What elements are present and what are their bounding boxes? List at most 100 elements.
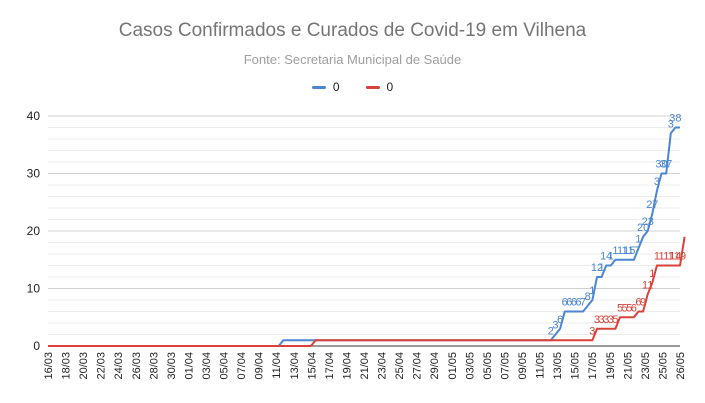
data-label: 6 [566,297,572,309]
data-label: 38 [669,113,681,125]
data-label: 12 [591,262,603,274]
x-tick-label: 27/04 [412,352,424,380]
x-tick-label: 13/04 [289,352,301,380]
x-tick-label: 26/03 [131,352,143,380]
data-label: 1 [608,251,614,263]
x-tick-label: 13/05 [552,352,564,380]
data-label: 6 [575,297,581,309]
x-tick-label: 05/05 [482,352,494,380]
legend-item-recovered: 0 [365,80,394,94]
x-tick-label: 25/04 [394,352,406,380]
data-label: 5 [626,302,632,314]
data-label: 14 [669,251,681,263]
data-label: 6 [557,314,563,326]
data-label: 3 [552,320,558,332]
x-tick-label: 11/05 [535,352,547,379]
data-label: 1 [658,251,664,263]
y-tick-label: 10 [27,282,41,296]
data-label: 3 [668,118,674,130]
x-tick-label: 05/04 [219,352,231,380]
series-line-recovered [48,236,686,347]
data-label: 14 [600,251,612,263]
x-tick-label: 03/05 [464,352,476,380]
x-tick-label: 23/05 [640,352,652,380]
data-label: 1 [612,245,618,257]
chart-subtitle: Fonte: Secretaria Municipal de Saúde [243,52,462,67]
x-tick-label: 09/05 [517,352,529,380]
data-label: 3 [599,314,605,326]
data-label: 1 [589,285,595,297]
x-tick-label: 07/05 [499,352,511,380]
x-tick-label: 11/04 [271,352,283,379]
x-tick-label: 17/04 [324,352,336,380]
x-tick-label: 21/04 [359,352,371,380]
data-label: 27 [646,199,658,211]
data-label: 6 [635,297,641,309]
data-label: 1 [599,262,605,274]
data-label: 37 [660,159,672,171]
legend-label-recovered: 0 [386,80,394,94]
chart-legend: 0 0 [0,80,705,94]
data-label: 8 [585,291,591,303]
x-tick-label: 07/04 [236,352,248,380]
data-label: 6 [571,297,577,309]
y-tick-label: 30 [27,167,41,181]
data-label: 1 [622,245,628,257]
data-label: 1 [635,233,641,245]
x-tick-label: 24/03 [113,352,125,380]
x-tick-label: 19/04 [341,352,353,380]
data-label: 3 [654,176,660,188]
y-tick-label: 20 [27,224,41,238]
data-label: 1 [663,251,669,263]
data-label: 3 [608,314,614,326]
data-label: 20 [637,222,649,234]
data-label: 3 [589,325,595,337]
data-label: 1 [654,251,660,263]
x-tick-label: 22/03 [96,352,108,380]
data-label: 5 [622,302,628,314]
x-tick-label: 30/03 [166,352,178,380]
data-label: 19 [674,251,686,263]
x-tick-label: 15/04 [306,352,318,380]
x-tick-label: 03/04 [201,352,213,380]
x-tick-label: 19/05 [605,352,617,380]
data-label: 17 [628,245,640,257]
data-label: 3 [594,314,600,326]
x-tick-label: 17/05 [587,352,599,380]
x-tick-label: 16/03 [43,352,55,380]
data-label: 2 [548,325,554,337]
legend-item-confirmed: 0 [311,80,340,94]
x-tick-label: 09/04 [254,352,266,380]
legend-label-confirmed: 0 [332,80,340,94]
data-label: 7 [580,297,586,309]
data-label: 1 [668,251,674,263]
data-label: 15 [623,245,635,257]
data-label: 3 [603,314,609,326]
data-label: 6 [631,302,637,314]
data-label: 1 [649,268,655,280]
data-label: 30 [655,159,667,171]
y-tick-label: 0 [33,339,40,353]
data-label: 9 [640,297,646,309]
x-tick-label: 01/04 [183,352,195,380]
x-tick-label: 25/05 [657,352,669,380]
legend-swatch-blue [311,85,326,89]
x-tick-label: 21/05 [622,352,634,380]
data-label: 1 [617,245,623,257]
x-tick-label: 01/05 [447,352,459,380]
x-tick-label: 23/04 [377,352,389,380]
legend-swatch-red [365,85,380,89]
x-tick-label: 15/05 [570,352,582,380]
data-label: 5 [617,302,623,314]
data-label: 6 [562,297,568,309]
y-tick-label: 40 [27,109,41,123]
x-tick-label: 26/05 [675,352,687,380]
x-tick-label: 29/04 [429,352,441,380]
data-label: 23 [642,216,654,228]
x-tick-label: 18/03 [61,352,73,380]
x-tick-label: 20/03 [78,352,90,380]
data-label: 5 [612,314,618,326]
x-tick-label: 28/03 [148,352,160,380]
